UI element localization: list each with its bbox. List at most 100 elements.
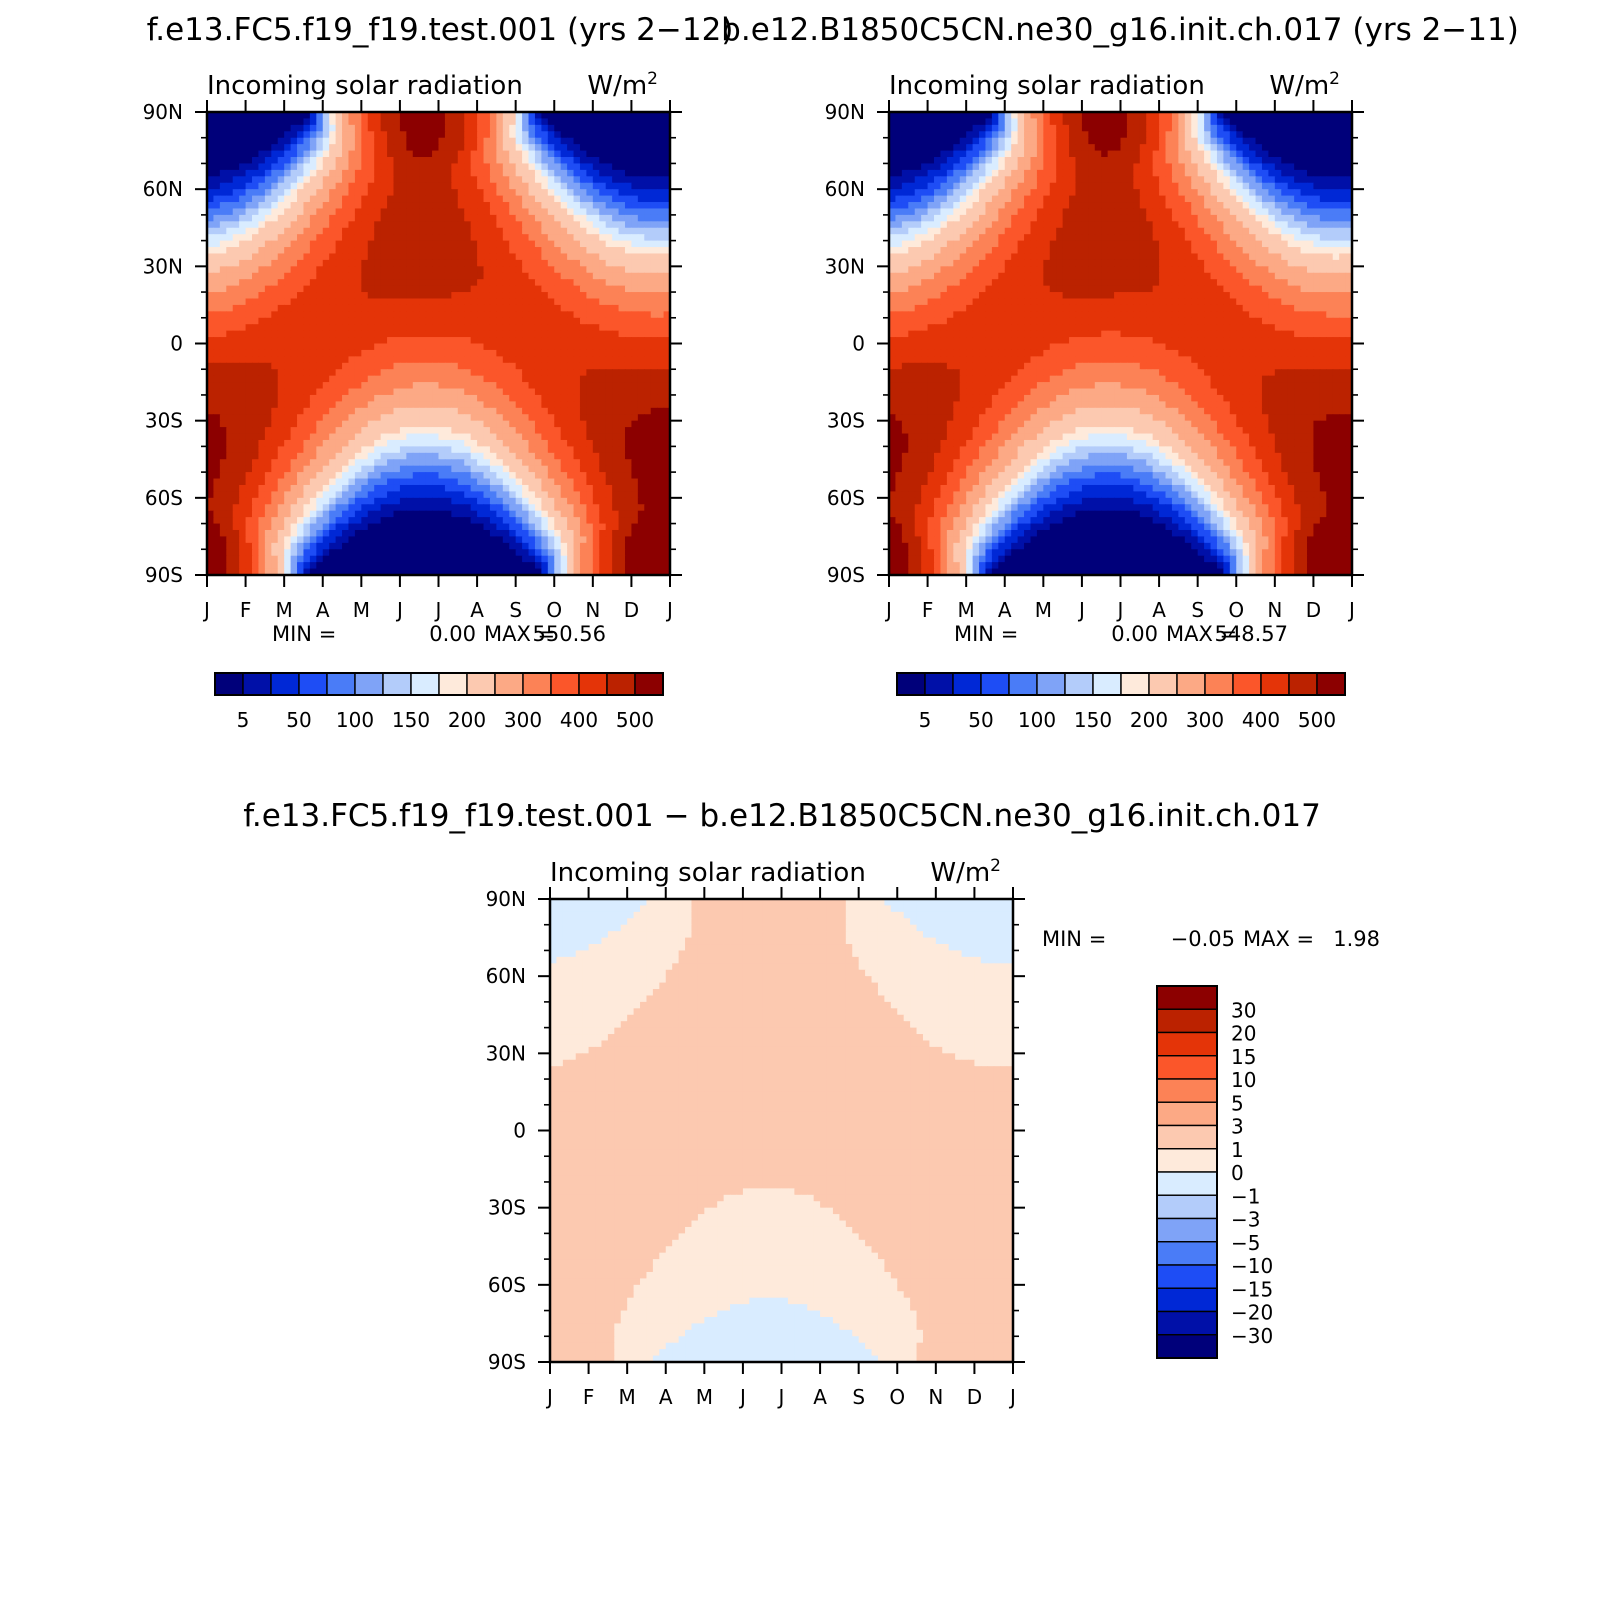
panel_a-cell (322, 304, 330, 312)
panel_a-cell (226, 465, 234, 473)
panel_a-cell (489, 523, 497, 531)
panel_a-cell (252, 536, 260, 544)
panel_a-cell (207, 131, 215, 139)
panel_a-cell (342, 234, 350, 242)
panel_a-cell (554, 266, 562, 274)
panel_a-cell (342, 394, 350, 402)
panel_a-cell (457, 330, 465, 338)
panel_a-cell (547, 337, 555, 345)
panel_a-cell (239, 452, 247, 460)
panel_a-cell (663, 247, 671, 255)
panel_a-cell (258, 375, 266, 383)
panel_a-cell (573, 439, 581, 447)
panel_a-cell (316, 536, 324, 544)
panel_a-cell (515, 337, 523, 345)
panel_a-cell (650, 465, 658, 473)
panel_a-cell (496, 182, 504, 190)
panel_a-cell (374, 169, 382, 177)
panel_a-cell (277, 517, 285, 525)
panel_a-cell (425, 272, 433, 280)
panel_a-cell (239, 484, 247, 492)
panel_a-cell (470, 163, 478, 171)
panel_a-cell (489, 369, 497, 377)
panel_a-cell (361, 292, 369, 300)
panel_a-cell (489, 401, 497, 409)
panel_a-cell (316, 472, 324, 480)
panel_a-cell (297, 304, 305, 312)
panel_a-cell (284, 446, 292, 454)
panel_a-cell (207, 433, 215, 441)
panel_a-cell (483, 144, 491, 152)
panel_a-cell (213, 343, 221, 351)
panel_a-cell (419, 272, 427, 280)
panel_a-cell (387, 292, 395, 300)
panel_a-cell (515, 478, 523, 486)
panel_a-cell (522, 439, 530, 447)
panel_a-cell (573, 285, 581, 293)
panel_a-cell (483, 163, 491, 171)
panel_a-cell (264, 330, 272, 338)
panel_a-cell (316, 484, 324, 492)
panel_a-cell (650, 227, 658, 235)
panel_a-cell (605, 504, 613, 512)
panel_a-cell (309, 510, 317, 518)
panel_a-cell (612, 214, 620, 222)
panel_a-cell (567, 549, 575, 557)
panel_a-cell (207, 542, 215, 550)
panel_a-cell (361, 478, 369, 486)
panel_a-cell (547, 240, 555, 248)
panel_a-cell (579, 195, 587, 203)
panel_a-cell (290, 118, 298, 126)
panel_a-cell (483, 465, 491, 473)
panel_a-cell (502, 394, 510, 402)
panel_a-cell (348, 195, 356, 203)
panel_a-cell (541, 394, 549, 402)
panel_a-cell (297, 439, 305, 447)
panel_a-cell (316, 272, 324, 280)
panel_a-cell (213, 529, 221, 538)
panel_a-cell (631, 504, 639, 512)
panel_a-cell (592, 420, 600, 428)
panel_a-cell (219, 330, 227, 338)
panel_a-cell (528, 324, 536, 332)
panel_a-cell (637, 131, 645, 139)
panel_a-cell (348, 439, 356, 447)
panel_a-cell (644, 112, 652, 120)
panel_a-cell (354, 169, 362, 177)
panel_a-cell (361, 439, 369, 447)
panel_a-cell (534, 369, 542, 377)
panel_a-cell (534, 227, 542, 235)
panel_a-cell (637, 324, 645, 332)
panel_a-cell (483, 189, 491, 197)
panel_a-cell (432, 452, 440, 460)
panel_a-cell (567, 517, 575, 525)
panel_a-cell (464, 446, 472, 454)
panel_a-cell (554, 497, 562, 505)
panel_a-cell (644, 292, 652, 300)
panel_a-cell (612, 523, 620, 531)
panel_a-cell (226, 144, 234, 152)
panel_a-cell (213, 189, 221, 197)
panel_a-cell (573, 459, 581, 467)
panel_a-cell (393, 131, 401, 139)
panel_a-cell (239, 202, 247, 210)
panel_a-cell (432, 304, 440, 312)
panel_a-cell (644, 317, 652, 325)
panel_a-cell (586, 536, 594, 544)
panel_a-cell (342, 529, 350, 538)
panel_a-cell (290, 549, 298, 557)
panel_a-cell (367, 266, 375, 274)
panel_a-cell (342, 182, 350, 190)
panel_a-cell (419, 150, 427, 158)
panel_a-cell (277, 491, 285, 499)
panel_a-cell (284, 497, 292, 505)
panel_a-cell (258, 523, 266, 531)
panel_a-cell (567, 420, 575, 428)
panel_a-cell (245, 227, 253, 235)
panel_a-cell (277, 131, 285, 139)
panel_a-cell (464, 285, 472, 293)
panel_a-cell (502, 388, 510, 396)
panel_a-cell (432, 414, 440, 422)
panel_a-cell (425, 150, 433, 158)
panel_a-cell (457, 137, 465, 145)
